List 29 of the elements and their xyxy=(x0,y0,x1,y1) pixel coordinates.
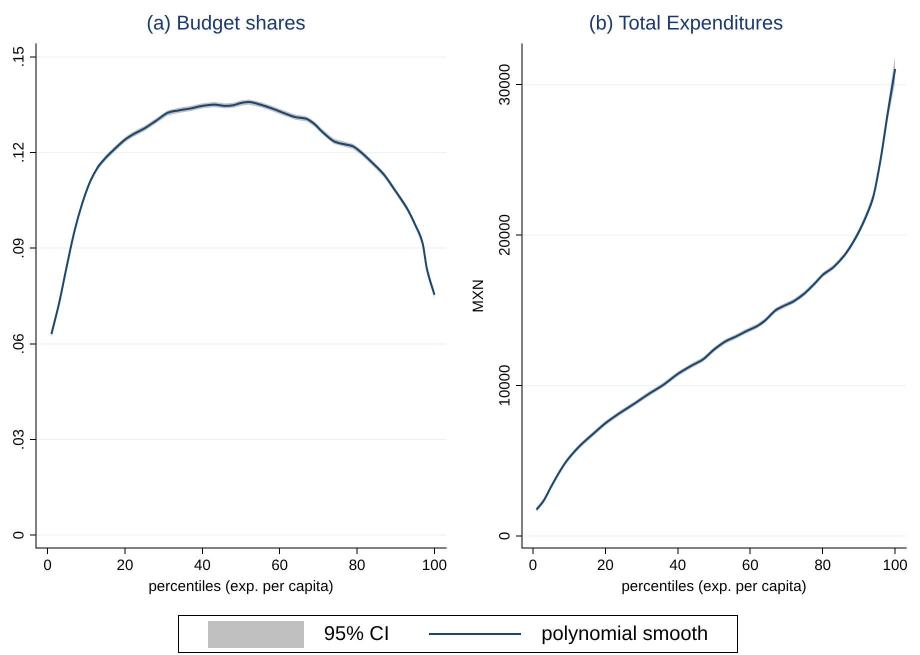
y-tick-label: 0 xyxy=(10,531,28,540)
x-tick-label: 80 xyxy=(814,557,832,574)
x-tick-label: 60 xyxy=(742,557,759,574)
y-tick-label: .15 xyxy=(10,46,28,68)
y-tick-label: .06 xyxy=(10,333,28,354)
chart-title: (b) Total Expenditures xyxy=(588,12,784,35)
x-axis-title: percentiles (exp. per capita) xyxy=(621,578,807,596)
y-tick-label: 10000 xyxy=(496,364,514,406)
x-tick-label: 0 xyxy=(43,557,52,574)
legend-label: polynomial smooth xyxy=(541,622,708,646)
x-tick-label: 80 xyxy=(348,557,366,574)
x-axis-title: percentiles (exp. per capita) xyxy=(148,578,334,596)
x-tick-label: 60 xyxy=(271,557,288,574)
y-tick-label: 0 xyxy=(496,532,514,540)
y-axis-title: MXN xyxy=(470,279,488,313)
text: 95% CI xyxy=(324,622,390,646)
y-tick-label: .03 xyxy=(10,429,28,450)
x-tick-label: 20 xyxy=(116,557,134,574)
x-tick-label: 100 xyxy=(422,557,447,574)
y-tick-label: .12 xyxy=(10,142,28,163)
x-tick-label: 20 xyxy=(596,557,614,574)
x-tick-label: 100 xyxy=(882,557,908,574)
y-tick-label: 20000 xyxy=(496,214,514,256)
y-tick-label: 30000 xyxy=(496,64,514,106)
x-tick-label: 0 xyxy=(528,557,538,574)
x-tick-label: 40 xyxy=(194,557,211,574)
y-tick-label: .09 xyxy=(10,238,28,259)
x-tick-label: 40 xyxy=(669,557,686,574)
chart-title: (a) Budget shares xyxy=(146,12,306,35)
